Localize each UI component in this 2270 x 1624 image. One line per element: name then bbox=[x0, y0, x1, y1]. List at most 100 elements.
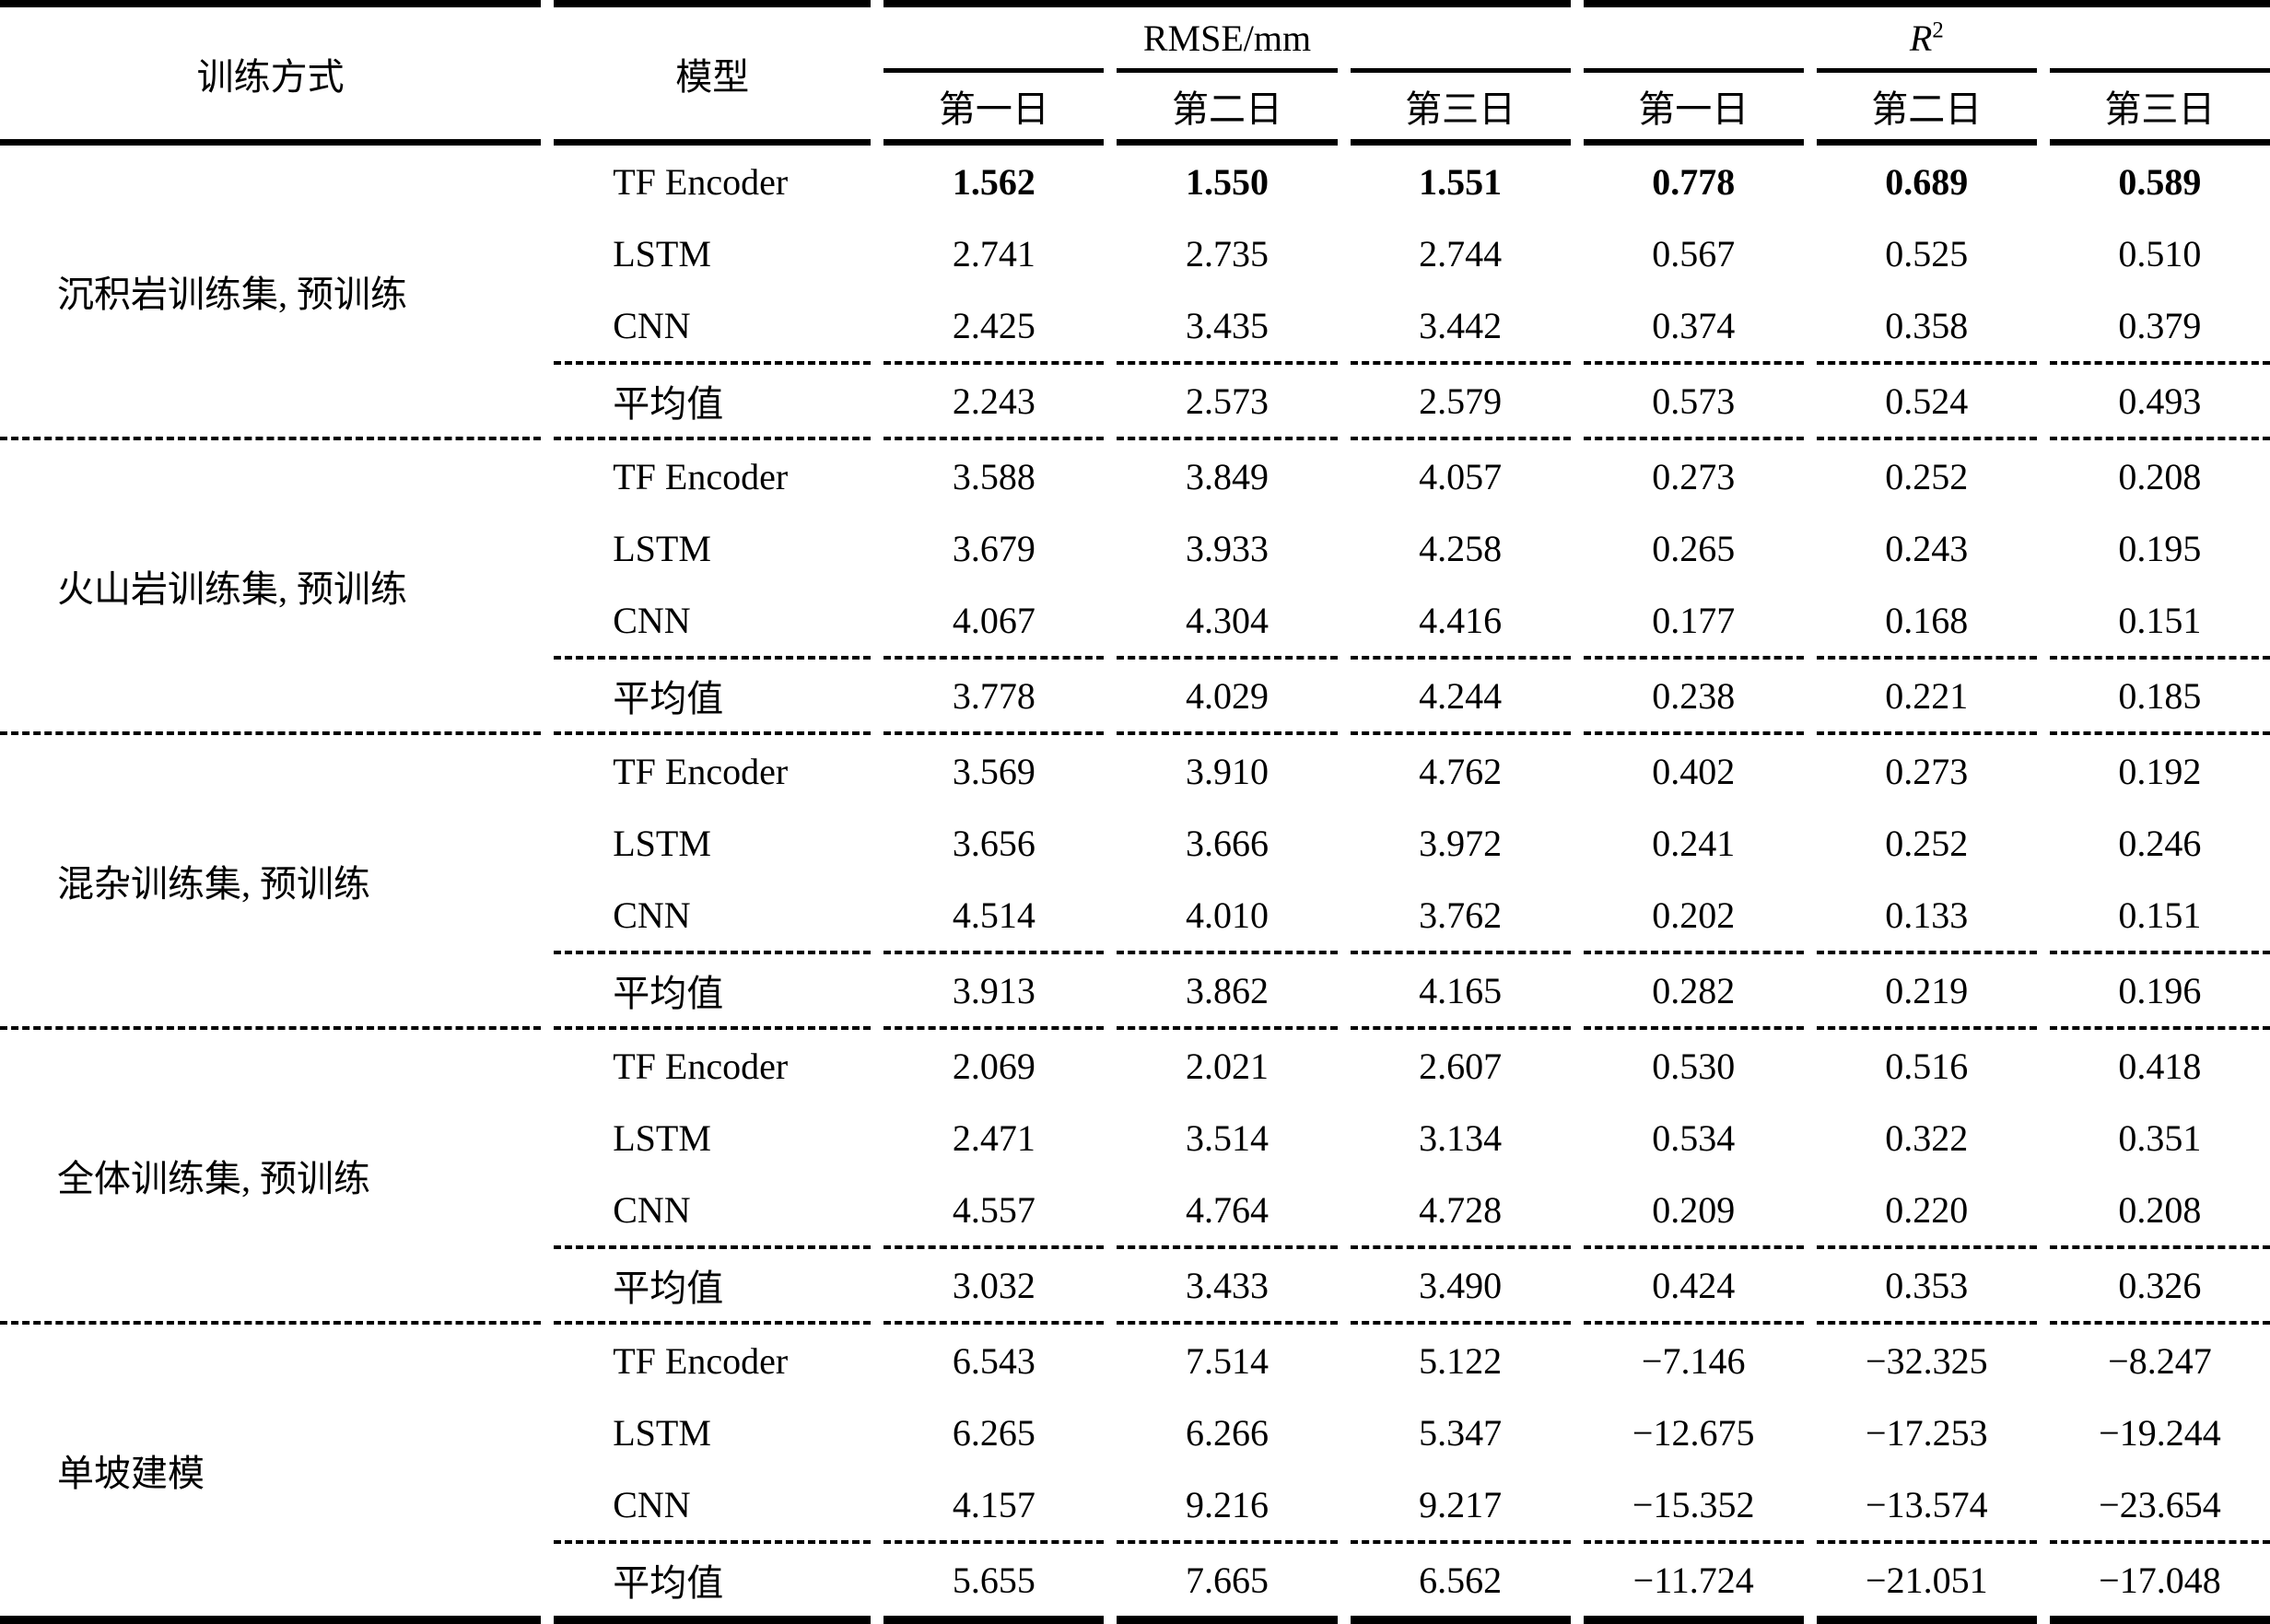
model-label: LSTM bbox=[613, 1116, 711, 1159]
model-label: TF Encoder bbox=[613, 160, 789, 203]
r2-value: 0.177 bbox=[1583, 584, 1804, 660]
rmse-value: 3.435 bbox=[1117, 289, 1338, 365]
rmse-value: 7.665 bbox=[1117, 1544, 1338, 1624]
header-model: 模型 bbox=[554, 0, 872, 146]
r2-value: 0.208 bbox=[2118, 455, 2202, 497]
table-row: LSTM 3.679 3.933 4.258 0.265 0.243 0.195 bbox=[0, 512, 2270, 584]
model-label: CNN bbox=[554, 289, 872, 365]
r2-value: 0.221 bbox=[1816, 660, 2037, 735]
model-label: LSTM bbox=[613, 527, 711, 569]
rmse-value: 1.550 bbox=[1186, 160, 1270, 203]
rmse-value: 2.744 bbox=[1419, 232, 1503, 275]
r2-value: −19.244 bbox=[2099, 1411, 2221, 1454]
rmse-value: 4.057 bbox=[1419, 455, 1503, 497]
table-row: 沉积岩训练集, 预训练 TF Encoder 1.562 1.550 1.551 0.77… bbox=[0, 146, 2270, 440]
r2-value: 0.778 bbox=[1652, 160, 1736, 203]
model-label: LSTM bbox=[613, 232, 711, 275]
model-label: TF Encoder bbox=[613, 750, 789, 792]
rmse-value: 4.258 bbox=[1419, 527, 1503, 569]
rmse-value: 2.607 bbox=[1419, 1045, 1503, 1087]
r2-value: 0.151 bbox=[2049, 584, 2270, 660]
rmse-value: 3.656 bbox=[952, 822, 1036, 864]
r2-value: 0.326 bbox=[2049, 1249, 2270, 1325]
header-day-rmse-3: 第三日 bbox=[1350, 68, 1571, 146]
table-row: LSTM 3.656 3.666 3.972 0.241 0.252 0.246 bbox=[0, 807, 2270, 879]
r2-value: −13.574 bbox=[1816, 1468, 2037, 1544]
rmse-value: 9.217 bbox=[1350, 1468, 1571, 1544]
r2-value: 0.374 bbox=[1583, 289, 1804, 365]
rmse-value: 3.433 bbox=[1117, 1249, 1338, 1325]
rmse-value: 7.514 bbox=[1186, 1339, 1270, 1382]
rmse-value: 4.762 bbox=[1419, 750, 1503, 792]
rmse-value: 5.347 bbox=[1419, 1411, 1503, 1454]
header-r2-group: R2 bbox=[1583, 0, 2270, 68]
rmse-value: 3.778 bbox=[883, 660, 1105, 735]
rmse-value: 9.216 bbox=[1117, 1468, 1338, 1544]
rmse-value: 4.728 bbox=[1350, 1174, 1571, 1249]
rmse-value: 4.067 bbox=[883, 584, 1105, 660]
rmse-value: 2.573 bbox=[1117, 365, 1338, 440]
rmse-value: 4.010 bbox=[1117, 879, 1338, 954]
rmse-value: 3.862 bbox=[1117, 954, 1338, 1030]
r2-value: −21.051 bbox=[1816, 1544, 2037, 1624]
r2-value: −15.352 bbox=[1583, 1468, 1804, 1544]
rmse-value: 3.442 bbox=[1350, 289, 1571, 365]
rmse-value: 3.666 bbox=[1186, 822, 1270, 864]
group-label: 混杂训练集, 预训练 bbox=[0, 735, 542, 1030]
header-rmse-group: RMSE/mm bbox=[883, 0, 1571, 68]
rmse-value: 3.679 bbox=[952, 527, 1036, 569]
rmse-value: 2.243 bbox=[883, 365, 1105, 440]
model-label: CNN bbox=[554, 1174, 872, 1249]
r2-value: 0.273 bbox=[1652, 455, 1736, 497]
header-training-method: 训练方式 bbox=[0, 0, 542, 146]
header-day-rmse-2: 第二日 bbox=[1117, 68, 1338, 146]
header-day-r2-1: 第一日 bbox=[1583, 68, 1804, 146]
table-row: LSTM 6.265 6.266 5.347 −12.675 −17.253 −19.244 bbox=[0, 1396, 2270, 1468]
rmse-value: 3.933 bbox=[1186, 527, 1270, 569]
table-row: 平均值 3.032 3.433 3.490 0.424 0.353 0.326 bbox=[0, 1249, 2270, 1325]
rmse-value: 4.304 bbox=[1117, 584, 1338, 660]
r2-value: 0.151 bbox=[2049, 879, 2270, 954]
table-body: 沉积岩训练集, 预训练 TF Encoder 1.562 1.550 1.551 0.77… bbox=[0, 146, 2270, 1624]
rmse-value: 4.157 bbox=[883, 1468, 1105, 1544]
r2-value: 0.589 bbox=[2118, 160, 2202, 203]
group-label: 单坡建模 bbox=[0, 1325, 542, 1624]
table-row: 混杂训练集, 预训练 TF Encoder 3.569 3.910 4.762 0.402… bbox=[0, 735, 2270, 1030]
rmse-value: 3.032 bbox=[883, 1249, 1105, 1325]
r2-value: 0.282 bbox=[1583, 954, 1804, 1030]
rmse-value: 6.265 bbox=[952, 1411, 1036, 1454]
rmse-value: 5.122 bbox=[1419, 1339, 1503, 1382]
table-row: LSTM 2.471 3.514 3.134 0.534 0.322 0.351 bbox=[0, 1102, 2270, 1174]
r2-value: 0.265 bbox=[1652, 527, 1736, 569]
rmse-value: 4.416 bbox=[1350, 584, 1571, 660]
header-day-rmse-1: 第一日 bbox=[883, 68, 1105, 146]
rmse-value: 5.655 bbox=[883, 1544, 1105, 1624]
table-row: 单坡建模 TF Encoder 6.543 7.514 5.122 −7.146 −32.3… bbox=[0, 1325, 2270, 1624]
rmse-value: 3.588 bbox=[952, 455, 1036, 497]
table-row: CNN 4.557 4.764 4.728 0.209 0.220 0.208 bbox=[0, 1174, 2270, 1249]
rmse-value: 2.021 bbox=[1186, 1045, 1270, 1087]
group-label: 沉积岩训练集, 预训练 bbox=[0, 146, 542, 440]
rmse-value: 2.735 bbox=[1186, 232, 1270, 275]
header-day-r2-3: 第三日 bbox=[2049, 68, 2270, 146]
r2-value: −32.325 bbox=[1866, 1339, 1988, 1382]
average-label: 平均值 bbox=[554, 954, 872, 1030]
r2-value: 0.524 bbox=[1816, 365, 2037, 440]
r2-value: 0.567 bbox=[1652, 232, 1736, 275]
model-label: TF Encoder bbox=[613, 1339, 789, 1382]
model-label: LSTM bbox=[613, 822, 711, 864]
r2-value: 0.379 bbox=[2049, 289, 2270, 365]
r2-value: 0.530 bbox=[1652, 1045, 1736, 1087]
rmse-value: 6.266 bbox=[1186, 1411, 1270, 1454]
group-label: 全体训练集, 预训练 bbox=[0, 1030, 542, 1325]
r2-value: 0.246 bbox=[2118, 822, 2202, 864]
r2-value: 0.241 bbox=[1652, 822, 1736, 864]
rmse-value: 3.849 bbox=[1186, 455, 1270, 497]
model-label: CNN bbox=[554, 584, 872, 660]
r2-value: 0.273 bbox=[1885, 750, 1969, 792]
r2-value: 0.209 bbox=[1583, 1174, 1804, 1249]
r2-value: −7.146 bbox=[1641, 1339, 1746, 1382]
average-label: 平均值 bbox=[554, 365, 872, 440]
r2-value: 0.573 bbox=[1583, 365, 1804, 440]
